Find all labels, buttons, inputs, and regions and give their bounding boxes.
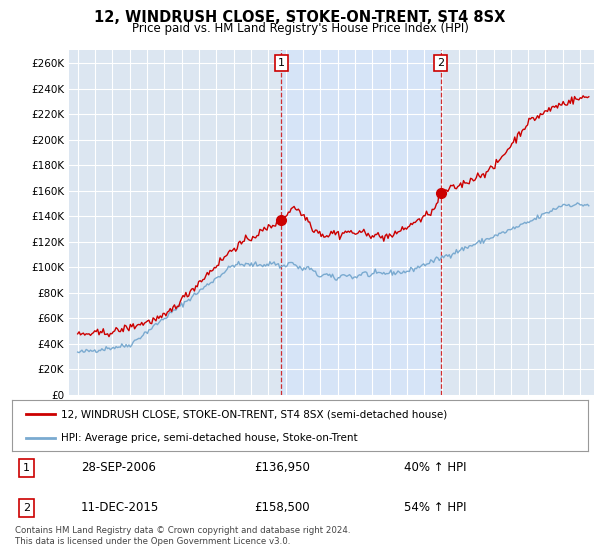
Text: £158,500: £158,500 xyxy=(254,501,310,514)
Text: Price paid vs. HM Land Registry's House Price Index (HPI): Price paid vs. HM Land Registry's House … xyxy=(131,22,469,35)
Text: 2: 2 xyxy=(437,58,444,68)
Text: 11-DEC-2015: 11-DEC-2015 xyxy=(81,501,160,514)
Text: HPI: Average price, semi-detached house, Stoke-on-Trent: HPI: Average price, semi-detached house,… xyxy=(61,433,358,443)
Text: 2: 2 xyxy=(23,503,30,513)
Text: 54% ↑ HPI: 54% ↑ HPI xyxy=(404,501,466,514)
Text: 40% ↑ HPI: 40% ↑ HPI xyxy=(404,461,466,474)
Text: Contains HM Land Registry data © Crown copyright and database right 2024.
This d: Contains HM Land Registry data © Crown c… xyxy=(15,526,350,546)
Text: 28-SEP-2006: 28-SEP-2006 xyxy=(81,461,156,474)
Text: 12, WINDRUSH CLOSE, STOKE-ON-TRENT, ST4 8SX (semi-detached house): 12, WINDRUSH CLOSE, STOKE-ON-TRENT, ST4 … xyxy=(61,409,447,419)
Text: £136,950: £136,950 xyxy=(254,461,310,474)
Text: 1: 1 xyxy=(23,463,30,473)
Text: 1: 1 xyxy=(278,58,285,68)
Bar xyxy=(281,50,440,395)
Text: 12, WINDRUSH CLOSE, STOKE-ON-TRENT, ST4 8SX: 12, WINDRUSH CLOSE, STOKE-ON-TRENT, ST4 … xyxy=(94,10,506,25)
